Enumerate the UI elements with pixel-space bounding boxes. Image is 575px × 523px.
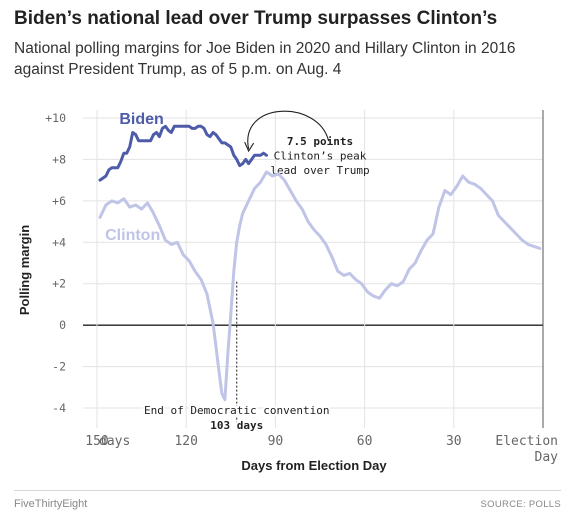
x-end-label: Election xyxy=(495,434,558,449)
y-tick-label: -2 xyxy=(52,360,66,374)
x-tick-label: 30 xyxy=(446,434,462,449)
chart-subtitle: National polling margins for Joe Biden i… xyxy=(14,40,516,78)
peak-annotation-line: lead over Trump xyxy=(270,164,369,177)
biden-series-label: Biden xyxy=(119,111,163,128)
x-axis-title: Days from Election Day xyxy=(241,458,387,473)
footer-brand: FiveThirtyEight xyxy=(14,498,88,510)
biden-series-line xyxy=(98,124,268,182)
clinton-series-label: Clinton xyxy=(105,227,160,244)
y-axis-ticks: +10 +8 +6 +4 +2 0 -2 -4 xyxy=(45,111,66,415)
footer-source: SOURCE: POLLS xyxy=(480,499,561,510)
x-tick-label: 60 xyxy=(357,434,373,449)
y-axis-title: Polling margin xyxy=(17,225,32,315)
convention-annotation-line: 103 days xyxy=(210,419,263,432)
x-tick-label: 120 xyxy=(174,434,197,449)
footer-divider xyxy=(14,490,561,491)
peak-annotation-line: 7.5 points xyxy=(287,135,353,148)
chart-title: Biden’s national lead over Trump surpass… xyxy=(14,8,498,29)
y-tick-label: -4 xyxy=(52,401,66,415)
peak-arrow-curve xyxy=(247,110,330,150)
peak-arrow-head xyxy=(244,141,255,153)
grid-layer xyxy=(83,110,544,428)
x-end-label: Day xyxy=(535,450,559,465)
series-layer: Biden Clinton xyxy=(98,111,542,402)
y-tick-label: +10 xyxy=(45,111,66,125)
y-tick-label: 0 xyxy=(59,318,66,332)
y-tick-label: +6 xyxy=(52,194,66,208)
clinton-series-line xyxy=(98,170,542,402)
y-tick-label: +2 xyxy=(52,277,66,291)
peak-annotation-line: Clinton’s peak xyxy=(274,149,367,162)
y-tick-label: +8 xyxy=(52,152,66,166)
y-tick-label: +4 xyxy=(52,235,66,249)
x-tick-label: 150 xyxy=(85,434,108,449)
x-tick-unit-label: days xyxy=(99,434,130,449)
convention-annotation-line: End of Democratic convention xyxy=(144,404,329,417)
x-tick-label: 90 xyxy=(268,434,284,449)
